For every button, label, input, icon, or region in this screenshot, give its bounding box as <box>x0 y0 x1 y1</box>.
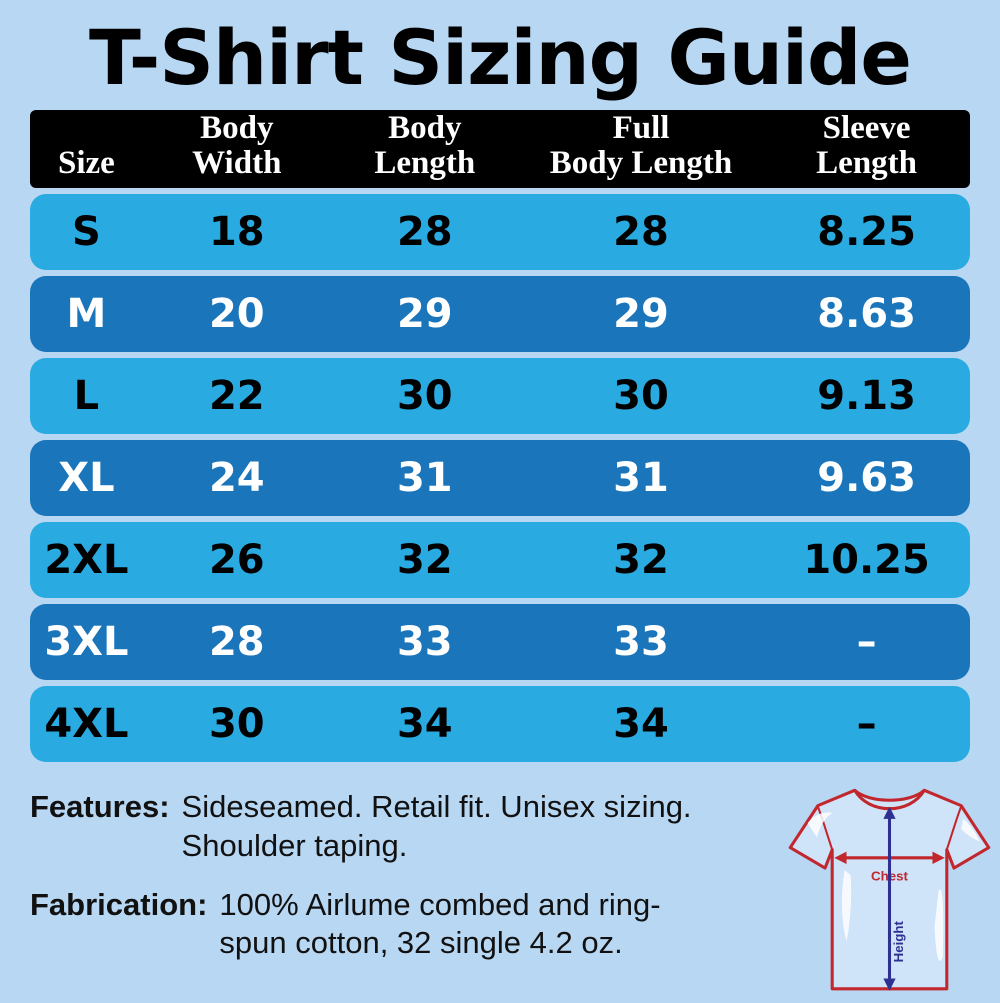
table-row: M 20 29 29 8.63 <box>30 276 970 352</box>
height-arrow <box>883 806 896 991</box>
header-body-width: Body Width <box>143 109 331 182</box>
body-width-cell: 20 <box>208 291 265 337</box>
highlight-shape <box>934 889 944 961</box>
header-body-length: Body Length <box>331 109 519 182</box>
features-line1: Sideseamed. Retail fit. Unisex sizing. <box>181 789 692 824</box>
body-width-cell: 22 <box>208 373 265 419</box>
sleeve-length-cell: 8.63 <box>817 291 916 337</box>
features-text: Sideseamed. Retail fit. Unisex sizing. S… <box>182 788 692 866</box>
size-cell: 3XL <box>44 619 129 665</box>
tshirt-diagram: Chest Height <box>787 778 992 998</box>
table-row: XL 24 31 31 9.63 <box>30 440 970 516</box>
full-body-length-cell: 30 <box>613 373 669 419</box>
body-length-cell: 29 <box>396 291 453 337</box>
size-cell: XL <box>58 455 115 501</box>
highlight-shape <box>841 870 852 942</box>
header-sleeve-length: Sleeve Length <box>763 109 970 182</box>
fabrication-label: Fabrication: <box>30 886 208 922</box>
header-line: Length <box>816 145 918 182</box>
features-label: Features: <box>30 789 170 824</box>
height-label: Height <box>891 920 906 962</box>
header-full-body-length: Full Body Length <box>519 109 763 182</box>
body-length-cell: 34 <box>396 701 453 747</box>
header-line: Size <box>57 145 115 182</box>
highlight-shape <box>961 818 980 842</box>
header-line: Sleeve <box>822 109 911 146</box>
fabrication-line1: 100% Airlume combed and ring- <box>219 886 661 922</box>
table-row: L 22 30 30 9.13 <box>30 358 970 434</box>
body-length-cell: 28 <box>396 209 453 255</box>
details-section: Features: Sideseamed. Retail fit. Unisex… <box>30 788 1000 963</box>
sleeve-seam-left <box>816 806 834 850</box>
table-row: S 18 28 28 8.25 <box>30 194 970 270</box>
features-line2: Shoulder taping. <box>181 827 408 863</box>
size-cell: L <box>73 373 100 419</box>
body-width-cell: 28 <box>208 619 265 665</box>
full-body-length-cell: 28 <box>613 209 669 255</box>
sleeve-length-cell: – <box>856 701 877 747</box>
size-cell: M <box>66 291 107 337</box>
body-width-cell: 30 <box>208 701 265 747</box>
features-row: Features: Sideseamed. Retail fit. Unisex… <box>30 788 1000 866</box>
sleeve-length-cell: 9.13 <box>817 373 916 419</box>
fabrication-line2: spun cotton, 32 single 4.2 oz. <box>219 925 623 961</box>
body-width-cell: 18 <box>208 209 265 255</box>
header-line: Body Length <box>549 145 733 182</box>
header-line: Full <box>612 109 670 146</box>
fabrication-text: 100% Airlume combed and ring- spun cotto… <box>219 886 660 964</box>
table-header-row: Size Body Width Body Length Full Body Le… <box>30 110 970 188</box>
body-length-cell: 30 <box>396 373 453 419</box>
header-line: Length <box>374 145 476 182</box>
size-cell: 4XL <box>44 701 129 747</box>
sleeve-length-cell: 10.25 <box>803 537 930 583</box>
header-line: Body <box>200 109 274 146</box>
header-line: Body <box>388 109 462 146</box>
table-row: 2XL 26 32 32 10.25 <box>30 522 970 598</box>
full-body-length-cell: 31 <box>613 455 669 501</box>
size-cell: 2XL <box>44 537 129 583</box>
sleeve-length-cell: – <box>856 619 877 665</box>
highlight-shape <box>807 812 833 838</box>
sleeve-length-cell: 9.63 <box>817 455 916 501</box>
body-length-cell: 31 <box>396 455 453 501</box>
full-body-length-cell: 32 <box>613 537 669 583</box>
tshirt-icon: Chest Height <box>788 788 991 991</box>
sizing-table: Size Body Width Body Length Full Body Le… <box>30 110 970 762</box>
body-length-cell: 33 <box>396 619 453 665</box>
sleeve-seam-right <box>945 806 963 850</box>
full-body-length-cell: 34 <box>613 701 669 747</box>
body-width-cell: 24 <box>208 455 265 501</box>
table-row: 3XL 28 33 33 – <box>30 604 970 680</box>
body-length-cell: 32 <box>396 537 453 583</box>
full-body-length-cell: 33 <box>613 619 669 665</box>
page-title: T-Shirt Sizing Guide <box>89 13 912 102</box>
body-width-cell: 26 <box>208 537 265 583</box>
header-line: Width <box>192 145 282 182</box>
fabrication-row: Fabrication: 100% Airlume combed and rin… <box>30 886 1000 964</box>
full-body-length-cell: 29 <box>613 291 669 337</box>
sleeve-length-cell: 8.25 <box>817 209 916 255</box>
size-cell: S <box>71 209 101 255</box>
header-size: Size <box>30 146 143 182</box>
table-row: 4XL 30 34 34 – <box>30 686 970 762</box>
